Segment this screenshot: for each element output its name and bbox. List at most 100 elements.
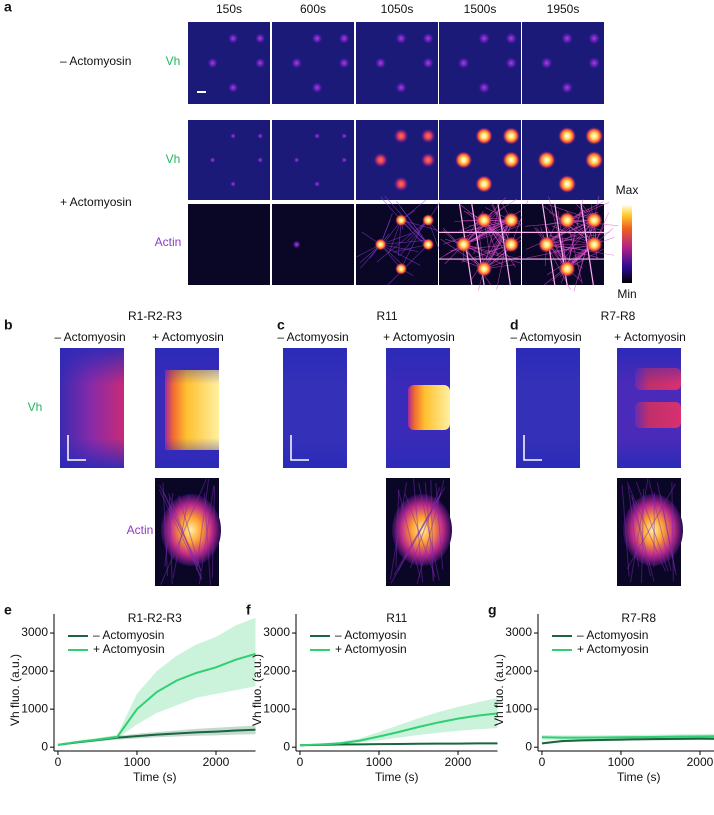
channel-label: Actin	[155, 235, 182, 249]
actin-filament	[566, 220, 583, 284]
dot	[395, 214, 408, 227]
actin-filament	[380, 244, 421, 266]
dot	[395, 262, 408, 275]
dot	[561, 32, 574, 45]
dot	[314, 133, 321, 139]
y-tick-label: 0	[525, 739, 532, 753]
kymograph-fade	[60, 348, 124, 468]
actin-filament	[396, 201, 429, 245]
x-axis-label: Time (s)	[617, 770, 661, 784]
kymograph-streak	[631, 496, 655, 582]
actin-filament	[546, 244, 599, 258]
x-tick-label: 0	[297, 755, 304, 769]
dot	[558, 127, 577, 145]
dot	[393, 128, 409, 144]
kymograph-streak	[628, 485, 666, 572]
legend-label: – Actomyosin	[93, 628, 164, 642]
channel-label: Vh	[166, 54, 181, 68]
dot	[585, 151, 604, 169]
dot	[476, 212, 493, 229]
panel-label: b	[4, 317, 13, 333]
image-tile	[522, 120, 604, 200]
legend-label: + Actomyosin	[335, 642, 407, 656]
y-tick-label: 0	[41, 739, 48, 753]
kymograph-title: R1-R2-R3	[128, 309, 182, 323]
y-tick-label: 2000	[505, 663, 532, 677]
y-tick-label: 3000	[263, 625, 290, 639]
y-tick-label: 1000	[21, 701, 48, 715]
y-tick-label: 1000	[263, 701, 290, 715]
dot	[422, 238, 435, 251]
y-tick-label: 1000	[505, 701, 532, 715]
panel-label: c	[277, 317, 285, 333]
actin-filament	[387, 244, 429, 286]
kymograph-streak	[656, 482, 677, 576]
column-label: – Actomyosin	[54, 330, 125, 344]
kymograph-streak	[389, 482, 408, 580]
channel-label: Vh	[166, 152, 181, 166]
kymograph-streak	[162, 482, 169, 577]
colorbar-max: Max	[616, 183, 639, 197]
y-tick-label: 3000	[21, 625, 48, 639]
dot	[292, 240, 301, 249]
panel-label: d	[510, 317, 519, 333]
dot	[422, 57, 434, 69]
dot	[540, 57, 553, 69]
time-point: 150s	[216, 2, 242, 16]
x-axis-label: Time (s)	[375, 770, 419, 784]
dot	[311, 32, 323, 44]
kymograph-streak	[163, 492, 202, 571]
colorbar	[622, 205, 632, 283]
dot	[230, 181, 237, 187]
confidence-band	[299, 698, 498, 747]
actin-filament	[380, 239, 431, 245]
kymograph-streak	[198, 485, 215, 585]
x-tick-label: 1000	[124, 755, 151, 769]
dot	[230, 133, 237, 139]
time-point: 600s	[300, 2, 326, 16]
kymograph-fade	[155, 348, 219, 468]
legend-label: – Actomyosin	[335, 628, 406, 642]
column-label: + Actomyosin	[614, 330, 686, 344]
dot	[585, 127, 604, 145]
dot	[502, 151, 520, 169]
image-tile	[188, 22, 270, 104]
panel-label: a	[4, 0, 12, 15]
panel-label: g	[488, 602, 497, 618]
dot	[503, 236, 520, 253]
time-point: 1050s	[381, 2, 414, 16]
row-label: Actin	[127, 523, 154, 537]
confidence-band	[57, 617, 256, 746]
dot	[422, 214, 435, 227]
dot	[395, 81, 407, 94]
dot	[291, 57, 303, 69]
dot	[314, 181, 321, 187]
dot	[478, 81, 490, 94]
dot	[558, 175, 577, 193]
kymograph-streak	[164, 493, 174, 567]
actin-filament	[546, 244, 595, 276]
kymograph-streak	[178, 495, 202, 572]
actin-filament	[463, 244, 491, 285]
kymograph-hot	[392, 494, 452, 566]
dot	[227, 82, 239, 93]
dot	[422, 32, 434, 45]
kymograph-streak	[397, 489, 421, 578]
image-tile	[356, 195, 448, 286]
image-tile	[188, 120, 270, 200]
dot	[254, 57, 266, 69]
dot	[257, 157, 264, 163]
kymograph-streak	[211, 486, 216, 578]
line	[57, 652, 256, 746]
actin-filament	[400, 219, 426, 269]
image-tile	[522, 22, 604, 104]
chart-title: R1-R2-R3	[128, 611, 182, 625]
x-tick-label: 2000	[687, 755, 714, 769]
image-tile	[272, 22, 354, 104]
actin-filament	[463, 244, 526, 265]
panel-label: e	[4, 602, 12, 618]
dot	[293, 157, 300, 163]
kymograph-streak	[203, 492, 211, 586]
x-tick-label: 1000	[366, 755, 393, 769]
x-tick-label: 0	[55, 755, 62, 769]
